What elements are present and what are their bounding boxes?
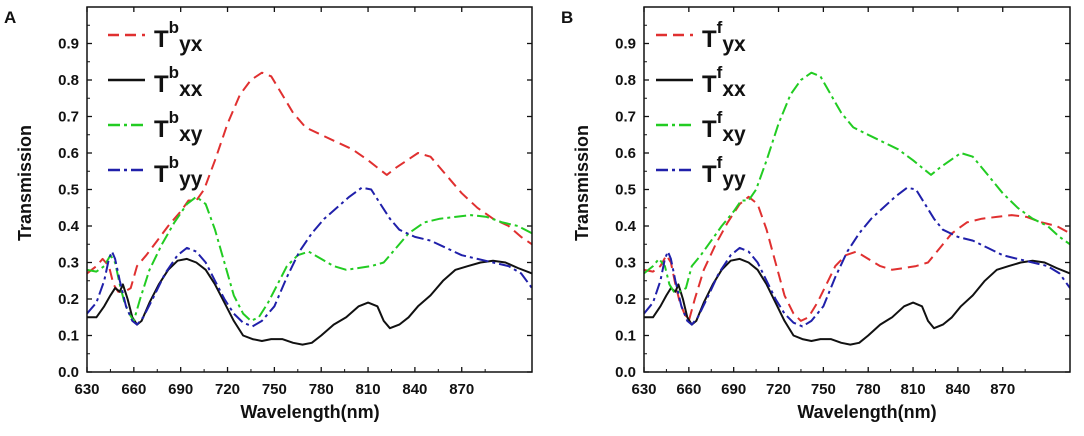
- legend-label-sup: b: [169, 63, 179, 82]
- x-tick-label: 690: [168, 381, 193, 398]
- legend-label-base: T: [702, 161, 717, 188]
- x-tick-label: 720: [215, 381, 240, 398]
- x-tick-label: 750: [811, 381, 836, 398]
- legend-label-base: T: [702, 71, 717, 98]
- x-axis-title-b: Wavelength(nm): [797, 402, 936, 422]
- y-tick-label: 0.1: [615, 328, 636, 345]
- legend-label-fyx: Tfyx: [702, 18, 746, 56]
- series-line-byy: [87, 186, 532, 328]
- legend-label-sub: xy: [722, 123, 746, 146]
- panel-label-a: A: [4, 8, 16, 27]
- legend-label-fxy: Tfxy: [702, 108, 746, 146]
- x-tick-label: 660: [676, 381, 701, 398]
- y-tick-label: 0.5: [58, 182, 79, 199]
- x-tick-label: 810: [356, 381, 381, 398]
- x-tick-label: 840: [402, 381, 427, 398]
- y-tick-label: 0.4: [615, 218, 637, 235]
- series-group-a: [87, 71, 532, 346]
- series-line-fxx: [644, 257, 1070, 346]
- y-tick-label: 0.6: [615, 145, 636, 162]
- legend-label-sub: yy: [179, 168, 203, 191]
- legend-label-sup: f: [717, 18, 723, 37]
- legend-label-fyy: Tfyy: [702, 153, 746, 191]
- legend-label-bxx: Tbxx: [154, 63, 203, 101]
- legend-label-byy: Tbyy: [154, 153, 203, 191]
- y-tick-label: 0.2: [615, 291, 636, 308]
- y-tick-label: 0.3: [615, 255, 636, 272]
- legend-label-sup: b: [169, 18, 179, 37]
- series-line-fxy: [644, 71, 1070, 293]
- legend-label-sub: xx: [179, 78, 203, 101]
- legend-label-sub: xx: [722, 78, 746, 101]
- legend-label-base: T: [154, 26, 169, 53]
- x-tick-label: 630: [74, 381, 99, 398]
- y-tick-label: 0.2: [58, 291, 79, 308]
- legend-label-sub: yy: [722, 168, 746, 191]
- x-axis-title-a: Wavelength(nm): [240, 402, 379, 422]
- legend-label-bxy: Tbxy: [154, 108, 203, 146]
- legend-label-base: T: [702, 116, 717, 143]
- y-tick-label: 0.7: [58, 109, 79, 126]
- y-tick-label: 0.5: [615, 182, 636, 199]
- x-tick-label: 810: [901, 381, 926, 398]
- legend-label-sup: f: [717, 153, 723, 172]
- legend-label-base: T: [702, 26, 717, 53]
- y-tick-label: 0.8: [58, 72, 79, 89]
- x-tick-label: 870: [990, 381, 1015, 398]
- legend-label-sup: f: [717, 63, 723, 82]
- y-tick-label: 0.7: [615, 109, 636, 126]
- legend-label-sup: b: [169, 153, 179, 172]
- y-tick-label: 0.0: [58, 364, 79, 381]
- legend-label-sup: f: [717, 108, 723, 127]
- x-tick-label: 840: [945, 381, 970, 398]
- x-tick-label: 720: [766, 381, 791, 398]
- panel-label-b: B: [561, 8, 573, 27]
- y-tick-label: 0.6: [58, 145, 79, 162]
- x-tick-label: 750: [262, 381, 287, 398]
- legend-label-base: T: [154, 161, 169, 188]
- series-line-byx: [87, 71, 532, 293]
- x-tick-label: 690: [721, 381, 746, 398]
- x-tick-label: 870: [449, 381, 474, 398]
- x-tick-label: 780: [309, 381, 334, 398]
- legend-label-byx: Tbyx: [154, 18, 203, 56]
- x-tick-label: 660: [121, 381, 146, 398]
- series-line-fyy: [644, 186, 1070, 328]
- y-tick-label: 0.9: [58, 36, 79, 53]
- y-axis-title-a: Transmission: [15, 125, 35, 241]
- legend-label-fxx: Tfxx: [702, 63, 746, 101]
- y-tick-label: 0.1: [58, 328, 79, 345]
- legend-label-base: T: [154, 116, 169, 143]
- x-tick-label: 630: [631, 381, 656, 398]
- legend-label-sub: yx: [722, 33, 746, 56]
- x-tick-label: 780: [856, 381, 881, 398]
- y-tick-label: 0.4: [58, 218, 80, 235]
- series-group-b: [644, 71, 1070, 346]
- y-tick-label: 0.8: [615, 72, 636, 89]
- legend-label-sub: xy: [179, 123, 203, 146]
- y-tick-label: 0.0: [615, 364, 636, 381]
- y-axis-title-b: Transmission: [572, 125, 592, 241]
- legend-label-sup: b: [169, 108, 179, 127]
- y-tick-label: 0.3: [58, 255, 79, 272]
- y-tick-label: 0.9: [615, 36, 636, 53]
- legend-label-sub: yx: [179, 33, 203, 56]
- legend-label-base: T: [154, 71, 169, 98]
